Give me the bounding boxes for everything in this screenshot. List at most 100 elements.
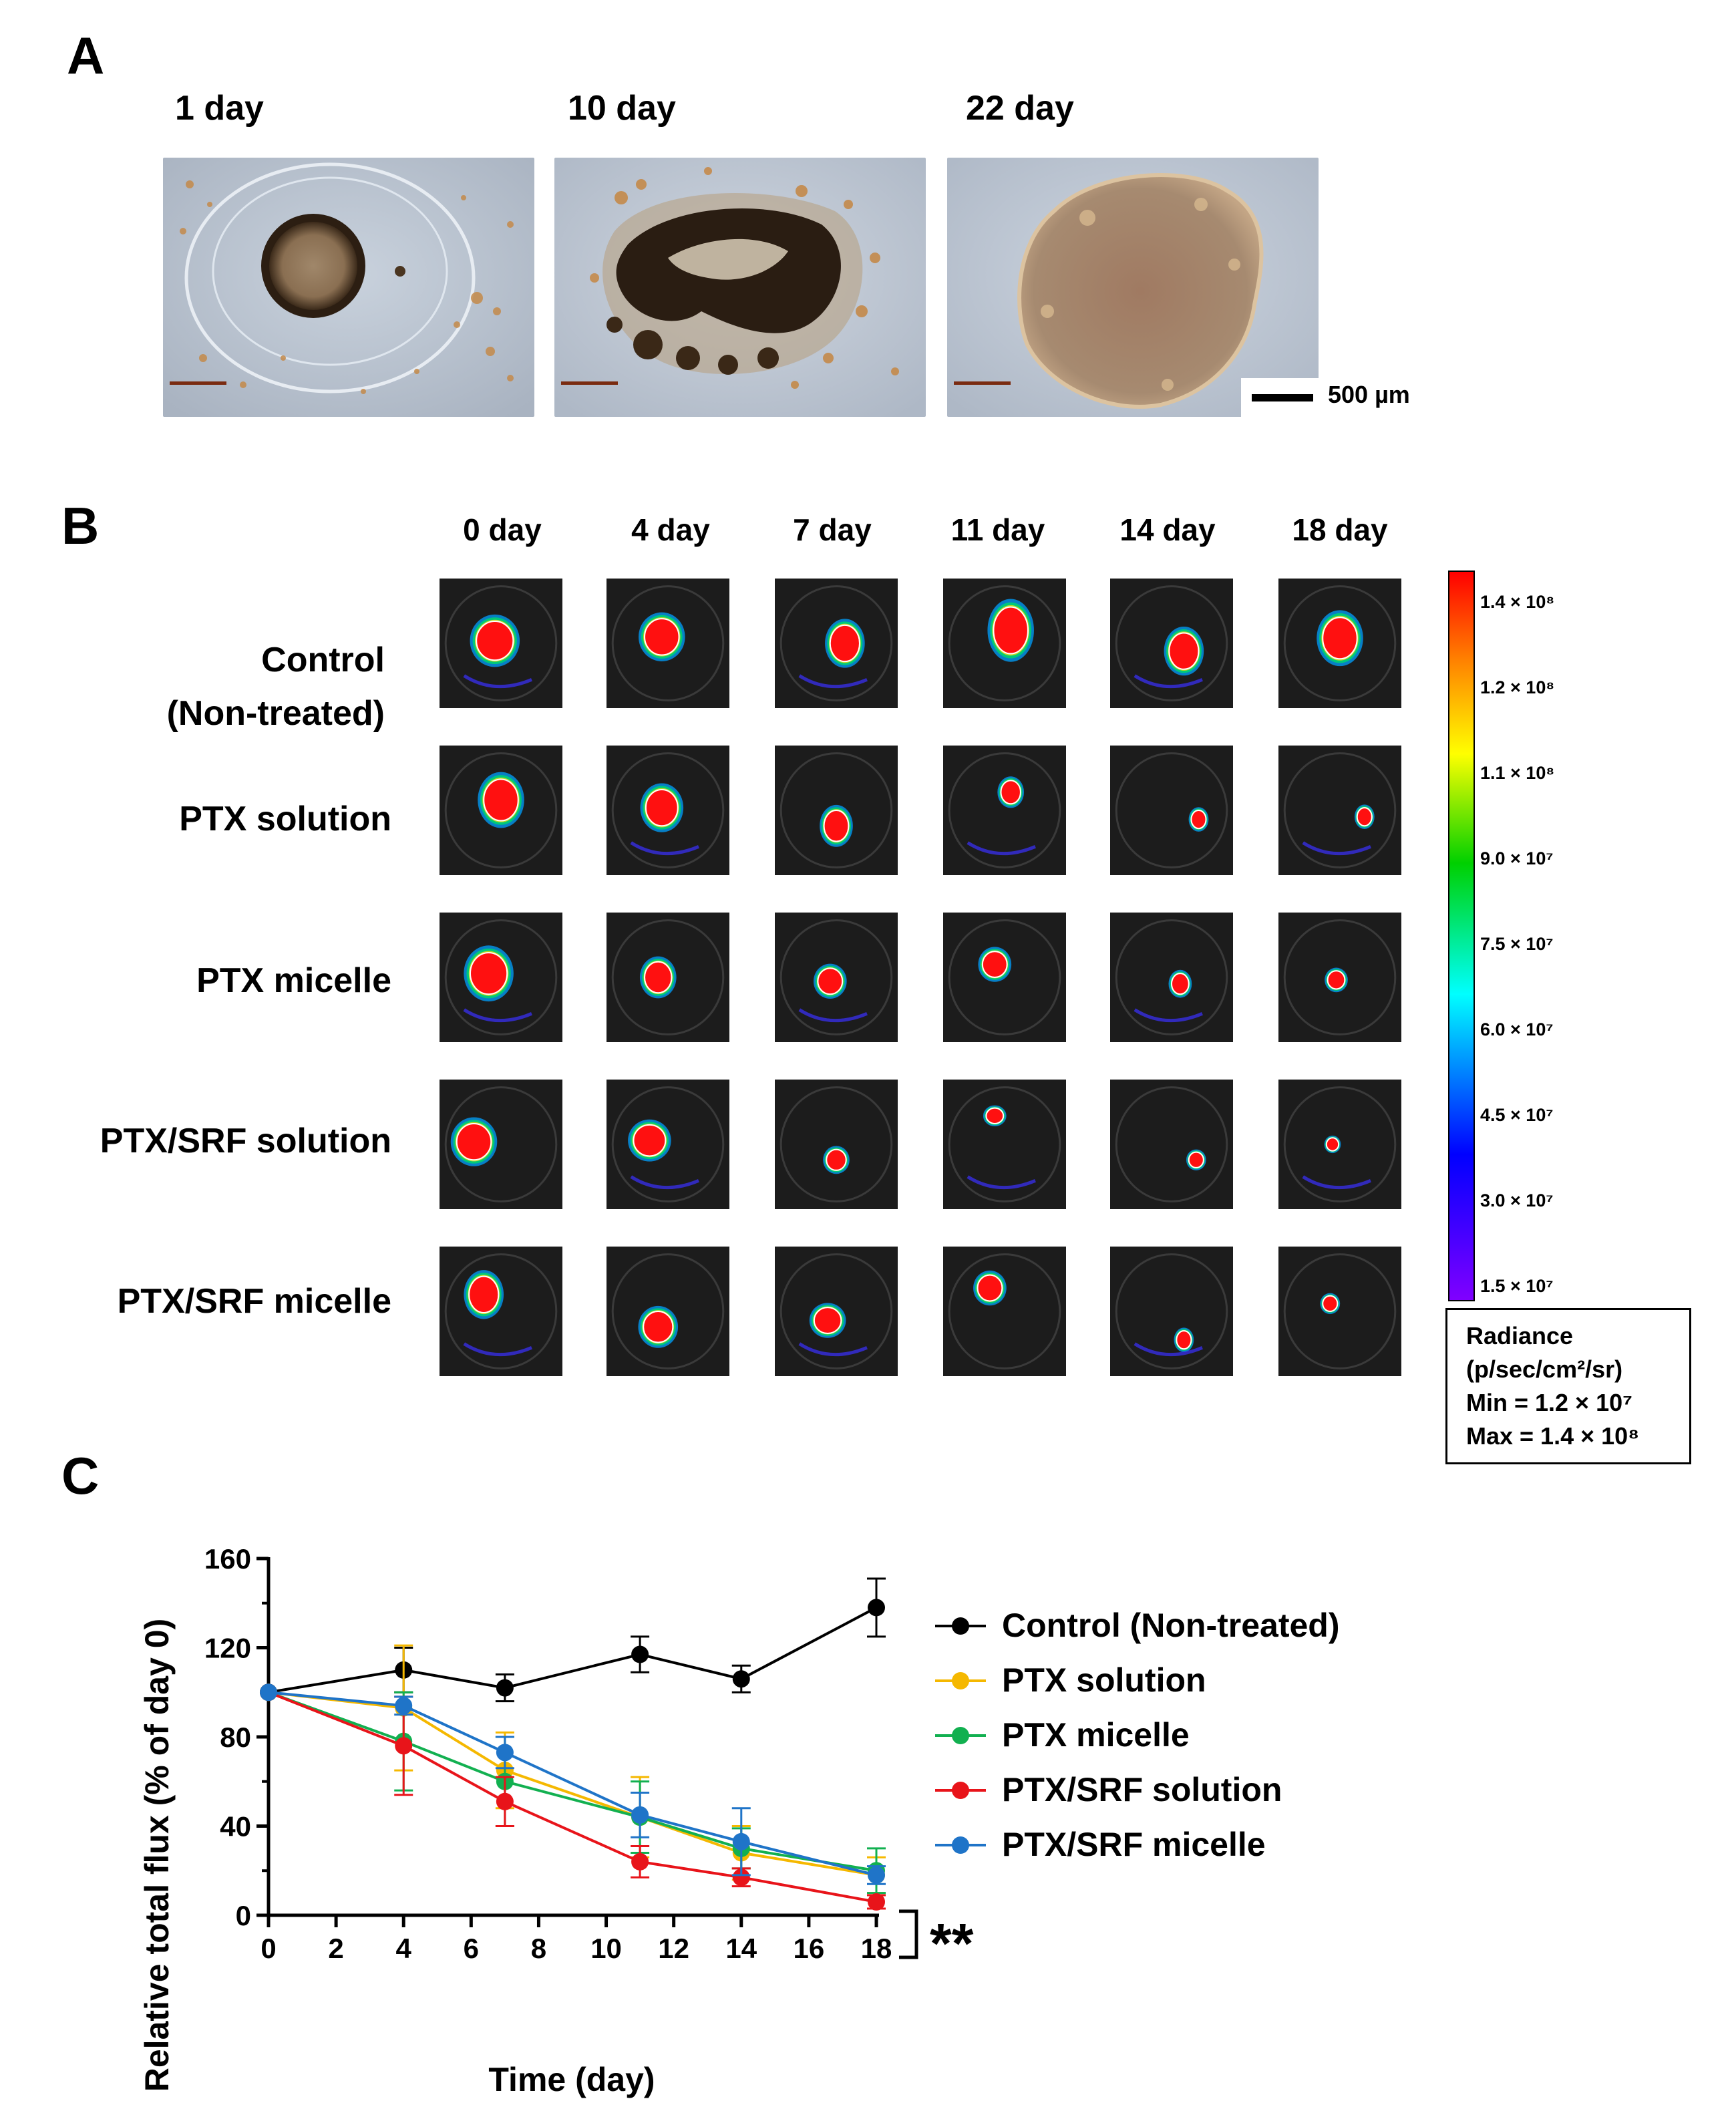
row-label-ptx-solution: PTX solution <box>179 800 391 838</box>
x-tick-label-1: 2 <box>328 1933 343 1964</box>
x-tick-label-9: 18 <box>861 1933 892 1964</box>
x-tick-label-4: 8 <box>531 1933 546 1964</box>
ivis-image-r3-c2 <box>775 1080 898 1209</box>
legend-swatch-2 <box>935 1727 986 1744</box>
col-label-0: 0 day <box>463 512 542 547</box>
ivis-image-r0-c2 <box>775 579 898 708</box>
ivis-image-r2-c4 <box>1110 913 1233 1042</box>
col-label-1: 4 day <box>631 512 710 547</box>
radiance-unit: (p/sec/cm²/sr) <box>1466 1355 1623 1383</box>
colorbar-tick-6: 4.5 × 10⁷ <box>1480 1105 1554 1125</box>
ivis-image-r2-c2 <box>775 913 898 1042</box>
scale-bar <box>1241 378 1323 417</box>
legend-label-4: PTX/SRF micelle <box>1002 1826 1266 1863</box>
ivis-image-r1-c5 <box>1278 746 1401 875</box>
col-label-3: 11 day <box>950 512 1045 547</box>
row-label-ptx-micelle: PTX micelle <box>196 961 391 1000</box>
ivis-image-r1-c3 <box>943 746 1066 875</box>
colorbar-tick-2: 1.1 × 10⁸ <box>1480 763 1555 783</box>
data-point-3-5 <box>868 1893 885 1911</box>
ivis-image-r0-c5 <box>1278 579 1401 708</box>
ivis-image-r4-c4 <box>1110 1247 1233 1376</box>
panel-a-label-day22: 22 day <box>966 89 1074 128</box>
row-label-control-line1: Control <box>261 641 385 679</box>
data-point-4-0 <box>260 1683 277 1701</box>
y-tick-label-0: 0 <box>236 1900 251 1931</box>
ivis-image-r2-c0 <box>440 913 562 1042</box>
legend-label-1: PTX solution <box>1002 1661 1206 1699</box>
radiance-min: Min = 1.2 × 10⁷ <box>1466 1389 1632 1416</box>
x-tick-label-2: 4 <box>396 1933 412 1964</box>
colorbar-tick-7: 3.0 × 10⁷ <box>1480 1190 1554 1210</box>
row-label-control-line2: (Non-treated) <box>166 694 385 733</box>
panel-a-label-day1: 1 day <box>175 89 264 128</box>
series-line-1 <box>268 1691 877 1877</box>
col-label-2: 7 day <box>793 512 872 547</box>
panel-a-letter: A <box>67 26 105 85</box>
x-tick-label-0: 0 <box>261 1933 276 1964</box>
colorbar-tick-1: 1.2 × 10⁸ <box>1480 677 1555 697</box>
colorbar-tick-0: 1.4 × 10⁸ <box>1480 592 1555 612</box>
ivis-image-r4-c0 <box>440 1247 562 1376</box>
colorbar-tick-3: 9.0 × 10⁷ <box>1480 848 1554 868</box>
legend-swatch-0 <box>935 1617 986 1635</box>
data-point-0-5 <box>868 1599 885 1617</box>
ivis-image-r3-c3 <box>943 1080 1066 1209</box>
spheroid-micrograph-day1 <box>163 158 534 417</box>
ivis-image-r3-c1 <box>606 1080 729 1209</box>
data-point-4-2 <box>496 1744 514 1762</box>
radiance-max: Max = 1.4 × 10⁸ <box>1466 1422 1640 1450</box>
series-4 <box>260 1683 886 1885</box>
colorbar-tick-5: 6.0 × 10⁷ <box>1480 1019 1554 1039</box>
legend-swatch-1 <box>935 1672 986 1689</box>
legend-label-0: Control (Non-treated) <box>1002 1607 1340 1644</box>
data-point-0-3 <box>631 1645 649 1663</box>
significance-label: ** <box>930 1912 974 1975</box>
y-tick-label-3: 120 <box>204 1633 251 1664</box>
series-line-0 <box>268 1606 877 1694</box>
spheroid-micrograph-day22 <box>947 158 1319 417</box>
colorbar-tick-4: 7.5 × 10⁷ <box>1480 934 1554 954</box>
ivis-image-r1-c2 <box>775 746 898 875</box>
data-point-4-3 <box>631 1806 649 1824</box>
ivis-image-r2-c5 <box>1278 913 1401 1042</box>
ivis-image-r0-c4 <box>1110 579 1233 708</box>
radiance-title: Radiance <box>1466 1322 1574 1349</box>
scale-bar-label: 500 µm <box>1328 381 1410 408</box>
legend-label-2: PTX micelle <box>1002 1716 1190 1754</box>
ivis-image-r3-c0 <box>440 1080 562 1209</box>
ivis-image-r0-c3 <box>943 579 1066 708</box>
ivis-image-r2-c3 <box>943 913 1066 1042</box>
ivis-image-r1-c0 <box>440 746 562 875</box>
legend-swatch-4 <box>935 1836 986 1854</box>
ivis-image-r4-c3 <box>943 1247 1066 1376</box>
data-point-4-1 <box>395 1697 413 1715</box>
ivis-image-r3-c5 <box>1278 1080 1401 1209</box>
data-point-4-5 <box>868 1866 885 1884</box>
series-3 <box>260 1683 886 1911</box>
panel-b-letter: B <box>61 496 100 555</box>
ivis-image-r4-c2 <box>775 1247 898 1376</box>
x-tick-label-5: 10 <box>590 1933 622 1964</box>
radiance-info-box: Radiance (p/sec/cm²/sr) Min = 1.2 × 10⁷ … <box>1445 1308 1691 1464</box>
x-tick-label-8: 16 <box>794 1933 825 1964</box>
data-point-0-4 <box>732 1670 750 1688</box>
series-line-2 <box>268 1691 877 1873</box>
ivis-image-r3-c4 <box>1110 1080 1233 1209</box>
row-label-ptx-srf-micelle: PTX/SRF micelle <box>117 1282 391 1321</box>
legend-label-3: PTX/SRF solution <box>1002 1771 1282 1808</box>
data-point-4-4 <box>732 1832 750 1850</box>
flux-line-chart: 0 40 80 120 160 0 2 4 6 8 10 12 14 16 18 Relative tota… <box>138 1543 974 2098</box>
x-tick-label-3: 6 <box>464 1933 479 1964</box>
legend-swatch-3 <box>935 1782 986 1799</box>
data-point-3-1 <box>395 1737 413 1755</box>
series-0 <box>260 1577 886 1703</box>
x-tick-label-7: 14 <box>725 1933 757 1964</box>
ivis-image-r1-c1 <box>606 746 729 875</box>
spheroid-micrograph-day10 <box>554 158 926 417</box>
ivis-image-r0-c1 <box>606 579 729 708</box>
col-label-5: 18 day <box>1292 512 1388 547</box>
ivis-image-r0-c0 <box>440 579 562 708</box>
colorbar-tick-8: 1.5 × 10⁷ <box>1480 1276 1554 1296</box>
col-label-4: 14 day <box>1119 512 1216 547</box>
